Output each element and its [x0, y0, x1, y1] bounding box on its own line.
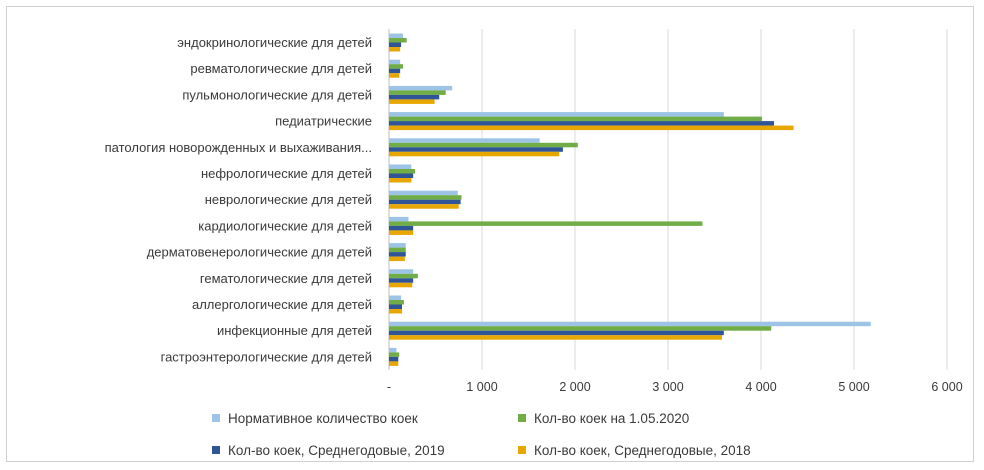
x-tick-label: 6 000 — [931, 380, 962, 394]
bar — [389, 309, 403, 314]
category-label: кардиологические для детей — [198, 218, 372, 233]
bar — [389, 38, 407, 43]
x-tick-label: 2 000 — [559, 380, 590, 394]
bar — [389, 247, 406, 253]
bar — [389, 278, 414, 283]
category-label: дерматовенерологические для детей — [147, 245, 372, 260]
category-label: патология новорожденных и выхаживания... — [105, 140, 372, 155]
bar — [389, 225, 414, 231]
bar — [389, 73, 400, 78]
bar — [389, 199, 461, 205]
legend-label: Нормативное количество коек — [228, 411, 418, 426]
bars — [389, 33, 871, 366]
bar — [389, 125, 794, 131]
category-labels: эндокринологические для детей ревматологи… — [105, 35, 372, 364]
bar — [389, 295, 402, 300]
bar — [389, 352, 400, 357]
bar — [389, 147, 563, 152]
bar — [389, 94, 440, 100]
bar — [389, 356, 399, 362]
bar — [389, 300, 404, 305]
x-tick-label: - — [387, 380, 391, 394]
bar — [389, 282, 413, 288]
bar — [389, 252, 406, 257]
bar — [389, 335, 722, 340]
bar — [389, 85, 453, 91]
legend-swatch — [518, 414, 526, 422]
bar — [389, 304, 403, 309]
category-label: инфекционные для детей — [217, 323, 372, 338]
bar — [389, 99, 435, 104]
bar — [389, 68, 401, 74]
category-label: аллергологические для детей — [192, 297, 372, 312]
legend-label: Кол-во коек, Среднегодовые, 2019 — [228, 443, 445, 458]
bar — [389, 138, 540, 143]
bar — [389, 169, 416, 174]
legend: Нормативное количество коек Кол-во коек н… — [212, 411, 751, 458]
bar — [389, 164, 412, 169]
category-label: ревматологические для детей — [190, 61, 372, 76]
bar — [389, 59, 401, 65]
bar — [389, 204, 459, 209]
bar — [389, 321, 871, 327]
category-label: нефрологические для детей — [201, 166, 372, 181]
bar — [389, 326, 772, 331]
gridlines — [388, 29, 948, 370]
legend-swatch — [212, 446, 220, 454]
bar — [389, 230, 414, 235]
bar — [389, 173, 414, 178]
bar — [389, 64, 403, 69]
bar — [389, 42, 402, 47]
bar — [389, 347, 397, 353]
bar — [389, 142, 578, 148]
legend-label: Кол-во коек на 1.05.2020 — [534, 411, 689, 426]
bar — [389, 330, 724, 336]
legend-swatch — [212, 414, 220, 422]
bar — [389, 116, 762, 122]
bar — [389, 151, 560, 157]
bar — [389, 47, 401, 52]
bar — [389, 121, 775, 126]
x-tick-label: 4 000 — [745, 380, 776, 394]
bar — [389, 112, 724, 117]
category-label: гематологические для детей — [200, 271, 372, 286]
category-label: пульмонологические для детей — [182, 87, 372, 102]
bar — [389, 361, 399, 366]
chart-frame — [6, 6, 974, 462]
category-label: эндокринологические для детей — [177, 35, 372, 50]
bar — [389, 190, 458, 196]
bar — [389, 273, 418, 279]
category-label: педиатрические — [275, 114, 372, 129]
bar — [389, 269, 414, 274]
x-tick-label: 3 000 — [652, 380, 683, 394]
bar — [389, 221, 703, 226]
x-tick-labels: - 1 000 2 000 3 000 4 000 5 000 6 000 — [387, 380, 963, 394]
category-label: гастроэнтерологические для детей — [161, 349, 372, 364]
bar — [389, 256, 405, 262]
bar — [389, 243, 406, 248]
legend-swatch — [518, 446, 526, 454]
x-tick-label: 1 000 — [466, 380, 497, 394]
x-tick-label: 5 000 — [838, 380, 869, 394]
bar — [389, 195, 462, 200]
category-label: неврологические для детей — [205, 192, 372, 207]
bar — [389, 33, 403, 38]
legend-label: Кол-во коек, Среднегодовые, 2018 — [534, 443, 751, 458]
bar — [389, 216, 409, 222]
bar — [389, 90, 446, 95]
bar — [389, 178, 412, 183]
